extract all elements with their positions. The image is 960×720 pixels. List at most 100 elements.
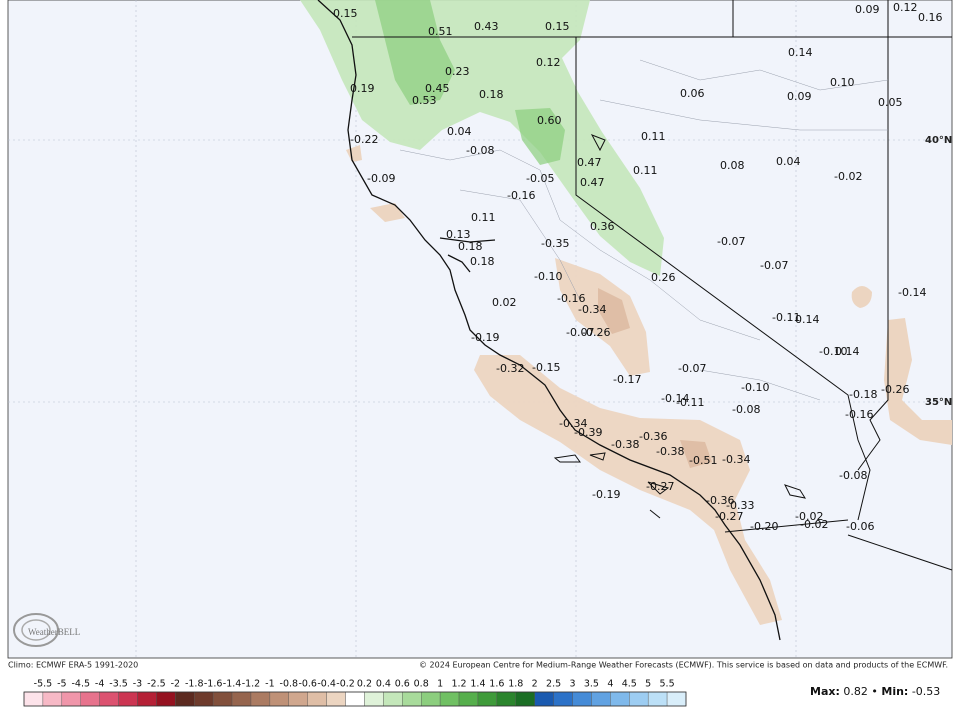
value-label: -0.34: [559, 417, 587, 430]
value-label: 0.13: [446, 228, 471, 241]
colorbar-label: -3: [133, 679, 142, 690]
value-label: -0.34: [722, 453, 750, 466]
colorbar-label: -5.5: [34, 679, 53, 690]
value-label: 0.60: [537, 114, 562, 127]
colorbar-label: 5: [645, 679, 651, 690]
colorbar-label: 0.8: [414, 679, 429, 690]
value-label: 0.15: [545, 20, 570, 33]
colorbar-label: -0.6: [298, 679, 317, 690]
min-label: Min:: [881, 685, 908, 698]
value-label: -0.02: [834, 170, 862, 183]
value-label: 0.14: [795, 313, 820, 326]
colorbar-swatch: [402, 691, 422, 707]
colorbar-swatch: [288, 691, 308, 707]
colorbar-label: 5.5: [660, 679, 675, 690]
value-label: -0.08: [839, 469, 867, 482]
colorbar-swatch: [118, 691, 138, 707]
colorbar-label: -0.8: [280, 679, 299, 690]
climo-note: Climo: ECMWF ERA-5 1991-2020: [8, 661, 138, 670]
value-label: -0.02: [800, 518, 828, 531]
colorbar-swatch: [572, 691, 592, 707]
value-label: 0.14: [788, 46, 813, 59]
value-label: -0.11: [772, 311, 800, 324]
value-label: 0.11: [633, 164, 658, 177]
value-label: -0.07: [678, 362, 706, 375]
value-label: 0.04: [776, 155, 801, 168]
value-label: 0.51: [428, 25, 453, 38]
value-label: -0.38: [611, 438, 639, 451]
value-label: -0.02: [795, 510, 823, 523]
value-label: -0.38: [656, 445, 684, 458]
colorbar-frame: [23, 691, 687, 707]
colorbar-swatch: [231, 691, 252, 707]
colorbar-label: 1.8: [508, 679, 523, 690]
value-label: 0.14: [835, 345, 860, 358]
value-label: -0.15: [532, 361, 560, 374]
colorbar-label: 0.4: [376, 679, 391, 690]
value-label: 0.02: [492, 296, 517, 309]
value-label: -0.11: [676, 396, 704, 409]
colorbar-swatch: [99, 691, 119, 707]
colorbar-swatch: [194, 691, 214, 707]
value-label: -0.39: [574, 426, 602, 439]
lat-label: 40°N: [925, 135, 952, 146]
colorbar-swatch: [61, 691, 81, 707]
value-label: -0.10: [534, 270, 562, 283]
value-label: 0.10: [830, 76, 855, 89]
value-label: -0.14: [898, 286, 926, 299]
colorbar-swatch: [42, 691, 63, 707]
value-label: -0.33: [726, 499, 754, 512]
colorbar-swatch: [212, 691, 233, 707]
colorbar-swatch: [137, 691, 157, 707]
islands: [553, 134, 807, 519]
value-label: 0.26: [651, 271, 676, 284]
colorbar-label: -4.5: [71, 679, 90, 690]
value-label: -0.51: [689, 454, 717, 467]
value-label: -0.36: [639, 430, 667, 443]
max-value: 0.82: [843, 685, 868, 698]
value-label: -0.27: [646, 480, 674, 493]
colorbar-label: 3: [569, 679, 575, 690]
value-label: -0.05: [526, 172, 554, 185]
colorbar-swatch: [553, 691, 573, 707]
colorbar-label: 4.5: [622, 679, 637, 690]
value-label: 0.09: [855, 3, 880, 16]
value-label: -0.18: [849, 388, 877, 401]
value-label: 0.15: [333, 7, 358, 20]
value-label: -0.07: [760, 259, 788, 272]
colorbar-swatch: [250, 691, 271, 707]
colorbar-swatch: [156, 691, 176, 707]
anomaly-shading: [300, 0, 952, 625]
value-label: -0.08: [732, 403, 760, 416]
colorbar-label: -3.5: [109, 679, 128, 690]
value-label: -0.26: [881, 383, 909, 396]
value-label: 0.47: [580, 176, 605, 189]
colorbar: -5.5 -5 -4.5 -4 -3.5 -3 -2.5 -2 -1.8 -1.6 -1.4 -1.2…: [23, 679, 687, 707]
colorbar-swatch: [629, 691, 649, 707]
value-label: -0.16: [845, 408, 873, 421]
value-label: 0.08: [720, 159, 745, 172]
colorbar-swatch: [421, 691, 441, 707]
value-label: -0.10: [819, 345, 847, 358]
colorbar-swatch: [591, 691, 611, 707]
colorbar-label: 4: [607, 679, 613, 690]
value-label: 0.19: [350, 82, 375, 95]
value-label: -0.36: [706, 494, 734, 507]
value-label: 0.53: [412, 94, 437, 107]
colorbar-swatch: [364, 691, 384, 707]
value-label: -0.17: [613, 373, 641, 386]
value-labels: 0.150.51 0.43 0.150.09 0.120.160.140.120.23…: [333, 1, 943, 533]
colorbar-label: 0.2: [357, 679, 372, 690]
colorbar-swatch: [496, 691, 516, 707]
logo-text: WeatherBELL: [28, 627, 80, 637]
colorbar-swatch: [175, 691, 195, 707]
colorbar-swatch: [458, 691, 479, 707]
colorbar-label: -5: [57, 679, 66, 690]
value-label: -0.16: [507, 189, 535, 202]
colorbar-swatch: [610, 691, 630, 707]
value-label: 0.47: [577, 156, 602, 169]
county-borders: [399, 59, 889, 401]
value-label: 0.43: [474, 20, 499, 33]
value-label: 0.45: [425, 82, 450, 95]
value-label: 0.18: [479, 88, 504, 101]
